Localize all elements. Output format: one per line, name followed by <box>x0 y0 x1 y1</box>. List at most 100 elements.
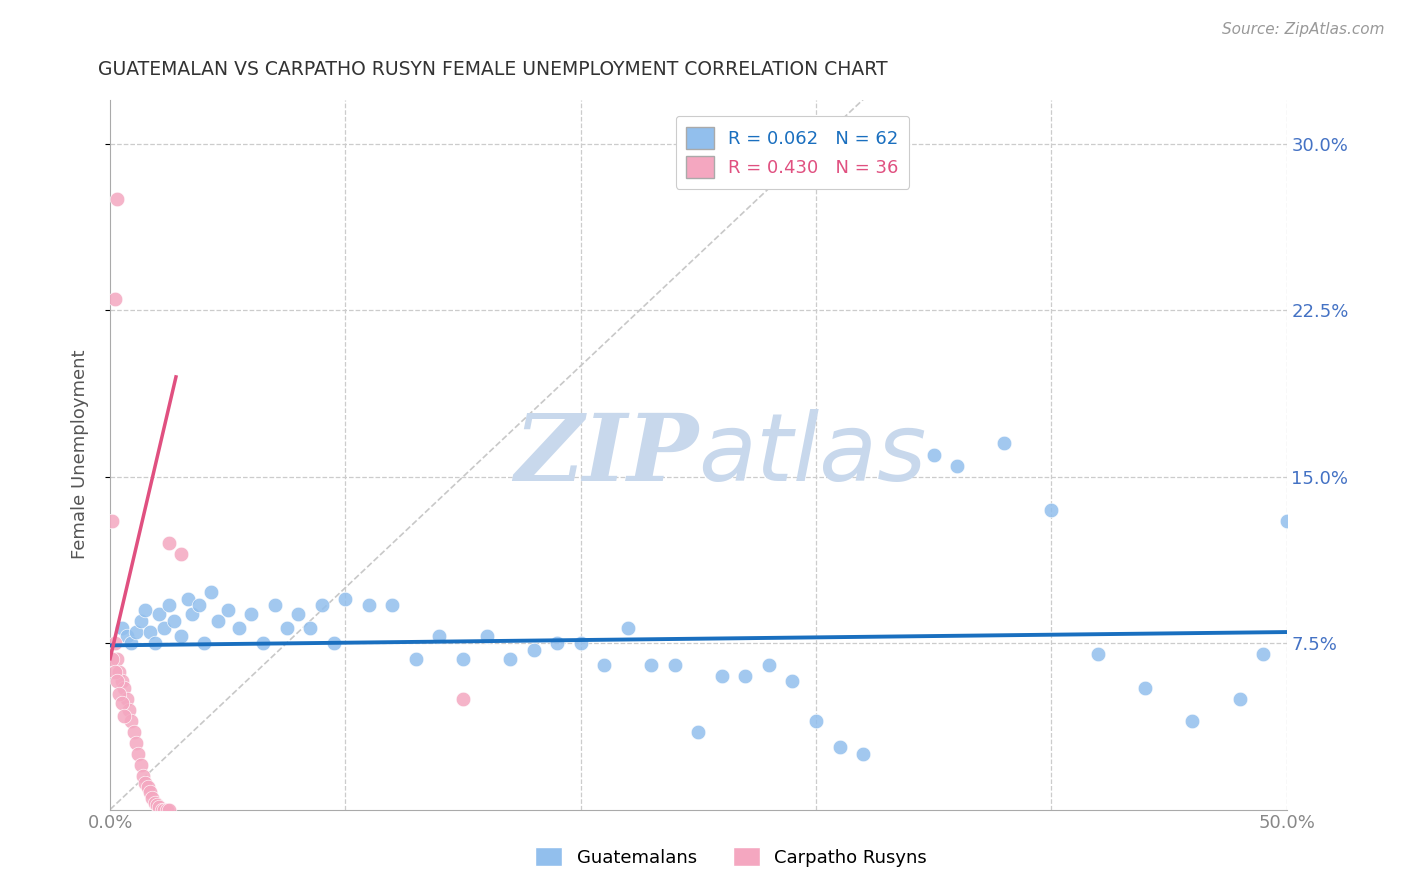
Point <box>252 636 274 650</box>
Point <box>299 621 322 635</box>
Point <box>125 625 148 640</box>
Point <box>616 621 638 635</box>
Point <box>101 651 124 665</box>
Point <box>228 621 250 635</box>
Point <box>139 785 162 799</box>
Point <box>1181 714 1204 728</box>
Point <box>143 636 166 650</box>
Point <box>104 293 127 307</box>
Text: atlas: atlas <box>699 409 927 500</box>
Point <box>852 747 875 761</box>
Point <box>162 614 184 628</box>
Point <box>150 803 173 817</box>
Point <box>127 747 149 761</box>
Point <box>828 740 851 755</box>
Point <box>108 687 131 701</box>
Point <box>125 736 148 750</box>
Point <box>405 651 427 665</box>
Point <box>105 673 128 688</box>
Point <box>640 658 662 673</box>
Point <box>122 725 145 739</box>
Y-axis label: Female Unemployment: Female Unemployment <box>72 350 89 559</box>
Point <box>120 714 142 728</box>
Point <box>217 603 239 617</box>
Point <box>108 665 131 679</box>
Point <box>1040 503 1063 517</box>
Point <box>993 436 1015 450</box>
Point <box>129 614 152 628</box>
Point <box>129 758 152 772</box>
Legend: R = 0.062   N = 62, R = 0.430   N = 36: R = 0.062 N = 62, R = 0.430 N = 36 <box>676 116 910 189</box>
Point <box>101 514 124 528</box>
Point <box>115 691 138 706</box>
Legend: Guatemalans, Carpatho Rusyns: Guatemalans, Carpatho Rusyns <box>527 840 935 874</box>
Point <box>1087 647 1109 661</box>
Point <box>207 614 229 628</box>
Point <box>157 803 180 817</box>
Point <box>1251 647 1274 661</box>
Point <box>111 673 134 688</box>
Point <box>451 691 474 706</box>
Point <box>276 621 298 635</box>
Point <box>134 776 156 790</box>
Point <box>451 651 474 665</box>
Point <box>112 681 135 695</box>
Point <box>132 769 155 783</box>
Point <box>946 458 969 473</box>
Point <box>115 630 138 644</box>
Point <box>141 791 163 805</box>
Point <box>240 607 263 622</box>
Point <box>1135 681 1157 695</box>
Point <box>111 696 134 710</box>
Point <box>569 636 592 650</box>
Point <box>357 599 380 613</box>
Point <box>1229 691 1251 706</box>
Point <box>429 630 451 644</box>
Point <box>104 665 127 679</box>
Point <box>200 585 222 599</box>
Point <box>322 636 344 650</box>
Text: GUATEMALAN VS CARPATHO RUSYN FEMALE UNEMPLOYMENT CORRELATION CHART: GUATEMALAN VS CARPATHO RUSYN FEMALE UNEM… <box>98 60 889 78</box>
Point <box>688 725 710 739</box>
Point <box>153 803 176 817</box>
Point <box>120 636 142 650</box>
Point <box>148 800 170 814</box>
Point <box>710 669 733 683</box>
Point <box>105 651 128 665</box>
Point <box>523 642 546 657</box>
Point <box>157 536 180 550</box>
Point <box>193 636 215 650</box>
Point <box>546 636 568 650</box>
Point <box>118 703 141 717</box>
Point <box>782 673 804 688</box>
Point <box>177 591 200 606</box>
Point <box>499 651 522 665</box>
Point <box>188 599 211 613</box>
Point <box>335 591 357 606</box>
Point <box>1275 514 1298 528</box>
Point <box>734 669 756 683</box>
Point <box>134 603 156 617</box>
Point <box>758 658 780 673</box>
Point <box>153 621 176 635</box>
Point <box>475 630 498 644</box>
Point <box>311 599 333 613</box>
Point <box>143 796 166 810</box>
Point <box>664 658 686 673</box>
Text: Source: ZipAtlas.com: Source: ZipAtlas.com <box>1222 22 1385 37</box>
Point <box>104 636 127 650</box>
Point <box>381 599 404 613</box>
Point <box>146 798 169 813</box>
Point <box>136 780 159 795</box>
Point <box>181 607 204 622</box>
Point <box>139 625 162 640</box>
Point <box>169 548 191 562</box>
Point <box>922 448 945 462</box>
Point <box>263 599 285 613</box>
Point <box>593 658 616 673</box>
Point <box>111 621 134 635</box>
Point <box>155 803 177 817</box>
Point <box>804 714 827 728</box>
Point <box>105 193 128 207</box>
Point <box>157 599 180 613</box>
